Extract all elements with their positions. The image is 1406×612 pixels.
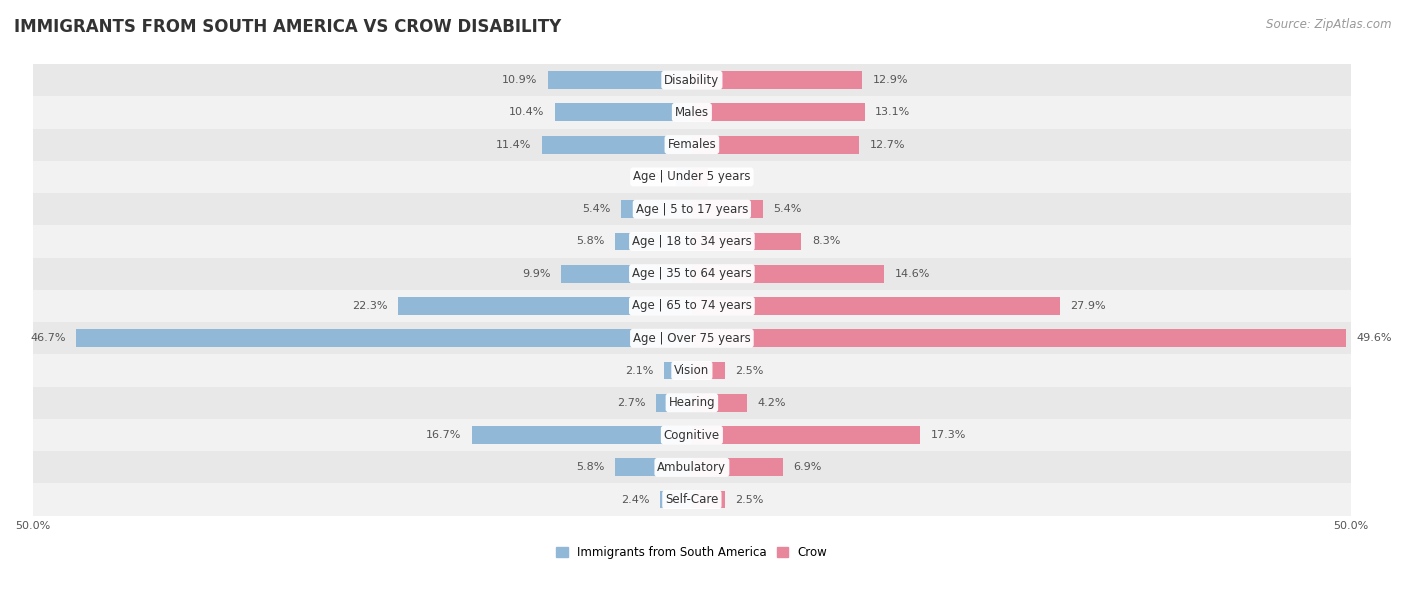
Text: Vision: Vision [675,364,710,377]
Bar [398,297,692,315]
Bar [692,426,920,444]
Text: 12.7%: 12.7% [870,140,905,150]
Text: 4.2%: 4.2% [758,398,786,408]
Bar [692,233,801,250]
Text: 11.4%: 11.4% [496,140,531,150]
Bar [32,290,1351,322]
Bar [32,193,1351,225]
Bar [657,394,692,412]
Bar [32,258,1351,290]
Bar [692,362,725,379]
Text: 10.9%: 10.9% [502,75,537,85]
Bar [32,354,1351,387]
Text: 2.5%: 2.5% [735,494,763,505]
Text: Cognitive: Cognitive [664,428,720,442]
Text: 10.4%: 10.4% [509,107,544,118]
Bar [32,451,1351,483]
Bar [692,71,862,89]
Text: 14.6%: 14.6% [896,269,931,278]
Text: 16.7%: 16.7% [426,430,461,440]
Bar [692,394,747,412]
Bar [692,265,884,283]
Text: 5.8%: 5.8% [576,462,605,472]
Text: Age | Over 75 years: Age | Over 75 years [633,332,751,345]
Text: 1.2%: 1.2% [637,172,665,182]
Text: 5.4%: 5.4% [773,204,801,214]
Bar [676,168,692,186]
Bar [32,129,1351,161]
Bar [692,297,1060,315]
Bar [561,265,692,283]
Text: IMMIGRANTS FROM SOUTH AMERICA VS CROW DISABILITY: IMMIGRANTS FROM SOUTH AMERICA VS CROW DI… [14,18,561,36]
Bar [32,64,1351,96]
Text: 46.7%: 46.7% [30,334,66,343]
Text: Ambulatory: Ambulatory [658,461,727,474]
Bar [471,426,692,444]
Bar [76,329,692,347]
Bar [692,458,783,476]
Bar [616,233,692,250]
Text: Males: Males [675,106,709,119]
Bar [661,491,692,509]
Text: 1.2%: 1.2% [718,172,747,182]
Text: 2.5%: 2.5% [735,365,763,376]
Text: 6.9%: 6.9% [793,462,821,472]
Text: 2.7%: 2.7% [617,398,645,408]
Text: Age | 5 to 17 years: Age | 5 to 17 years [636,203,748,215]
Bar [32,322,1351,354]
Bar [692,136,859,154]
Text: Females: Females [668,138,716,151]
Text: 27.9%: 27.9% [1070,301,1107,311]
Text: Age | 18 to 34 years: Age | 18 to 34 years [633,235,752,248]
Bar [548,71,692,89]
Text: 13.1%: 13.1% [875,107,911,118]
Text: Age | Under 5 years: Age | Under 5 years [633,170,751,184]
Bar [692,491,725,509]
Bar [541,136,692,154]
Text: 49.6%: 49.6% [1357,334,1392,343]
Text: 8.3%: 8.3% [811,236,841,247]
Bar [32,419,1351,451]
Text: Self-Care: Self-Care [665,493,718,506]
Bar [32,161,1351,193]
Text: Age | 65 to 74 years: Age | 65 to 74 years [631,299,752,313]
Text: 17.3%: 17.3% [931,430,966,440]
Text: Hearing: Hearing [669,397,716,409]
Bar [616,458,692,476]
Text: Age | 35 to 64 years: Age | 35 to 64 years [633,267,752,280]
Bar [32,225,1351,258]
Bar [664,362,692,379]
Text: 22.3%: 22.3% [352,301,387,311]
Bar [692,329,1346,347]
Text: 5.8%: 5.8% [576,236,605,247]
Bar [32,483,1351,516]
Text: 2.4%: 2.4% [621,494,650,505]
Legend: Immigrants from South America, Crow: Immigrants from South America, Crow [551,542,832,564]
Bar [692,168,707,186]
Bar [555,103,692,121]
Bar [620,200,692,218]
Text: 2.1%: 2.1% [626,365,654,376]
Bar [692,200,763,218]
Bar [692,103,865,121]
Text: 9.9%: 9.9% [522,269,551,278]
Text: Source: ZipAtlas.com: Source: ZipAtlas.com [1267,18,1392,31]
Text: 12.9%: 12.9% [873,75,908,85]
Text: Disability: Disability [664,73,720,86]
Text: 5.4%: 5.4% [582,204,610,214]
Bar [32,96,1351,129]
Bar [32,387,1351,419]
